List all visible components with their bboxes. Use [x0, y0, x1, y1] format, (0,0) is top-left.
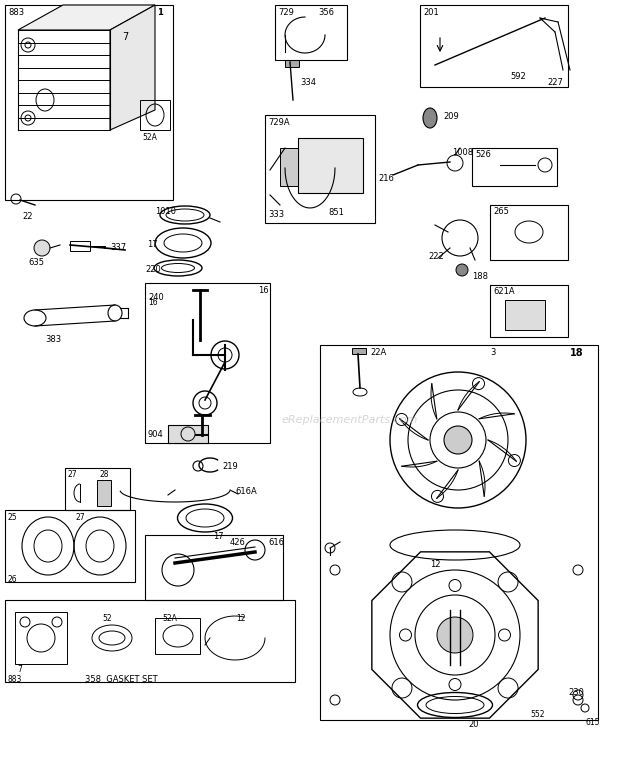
Text: 22: 22: [22, 212, 32, 221]
Text: 27: 27: [68, 470, 78, 479]
Text: 52: 52: [102, 614, 112, 623]
Bar: [145, 535, 283, 600]
Text: 1: 1: [157, 8, 163, 17]
Text: 526: 526: [475, 150, 491, 159]
Circle shape: [444, 426, 472, 454]
Bar: [490, 285, 568, 337]
Text: 729: 729: [278, 8, 294, 17]
Text: 616A: 616A: [235, 487, 257, 496]
Text: 52A: 52A: [142, 133, 157, 142]
Bar: [65, 468, 130, 510]
Bar: [275, 5, 347, 60]
Text: 26: 26: [7, 575, 17, 584]
Bar: [5, 600, 295, 682]
Bar: [420, 5, 568, 87]
Circle shape: [34, 240, 50, 256]
Text: 1008: 1008: [452, 148, 473, 157]
Text: 12: 12: [236, 614, 246, 623]
Bar: [280, 148, 298, 186]
Text: 333: 333: [268, 210, 284, 219]
Text: 17: 17: [213, 532, 224, 541]
Text: 188: 188: [472, 272, 488, 281]
Text: 17: 17: [147, 240, 157, 249]
Bar: [265, 115, 375, 223]
Text: 621A: 621A: [493, 287, 515, 296]
Text: 7: 7: [17, 665, 22, 674]
Text: 3: 3: [490, 348, 495, 357]
Bar: [140, 100, 170, 130]
Text: 209: 209: [443, 112, 459, 121]
Text: 16: 16: [258, 286, 268, 295]
Text: 592: 592: [510, 72, 526, 81]
Bar: [298, 138, 363, 193]
Text: 16: 16: [148, 298, 157, 307]
Text: 230: 230: [568, 688, 584, 697]
Text: 227: 227: [547, 78, 563, 87]
Text: 219: 219: [222, 462, 237, 471]
Text: 904: 904: [148, 430, 164, 439]
Ellipse shape: [423, 108, 437, 128]
Text: 883: 883: [8, 675, 22, 684]
Polygon shape: [18, 5, 155, 30]
Text: 25: 25: [7, 513, 17, 522]
Text: 383: 383: [45, 335, 61, 344]
Bar: [352, 348, 366, 354]
Bar: [168, 425, 208, 443]
Bar: [472, 148, 557, 186]
Text: 337: 337: [110, 243, 126, 252]
Text: 18: 18: [570, 348, 583, 358]
Circle shape: [456, 264, 468, 276]
Bar: [285, 60, 299, 67]
Bar: [490, 205, 568, 260]
Text: 356: 356: [318, 8, 334, 17]
Text: 851: 851: [328, 208, 344, 217]
Bar: [70, 241, 90, 251]
Bar: [97, 480, 111, 506]
Bar: [155, 618, 200, 654]
Bar: [320, 345, 598, 720]
Text: 7: 7: [122, 32, 128, 42]
Text: 20: 20: [468, 720, 479, 729]
Circle shape: [437, 617, 473, 653]
Text: 616: 616: [268, 538, 284, 547]
Bar: [505, 300, 545, 330]
Text: 240: 240: [148, 293, 164, 302]
Bar: [5, 510, 135, 582]
Text: 12: 12: [430, 560, 440, 569]
Text: 220: 220: [145, 265, 161, 274]
Text: 729A: 729A: [268, 118, 290, 127]
Bar: [145, 283, 270, 443]
Text: 615: 615: [585, 718, 600, 727]
Text: 635: 635: [28, 258, 44, 267]
Text: 426: 426: [230, 538, 246, 547]
Text: 552: 552: [530, 710, 544, 719]
Text: 22A: 22A: [370, 348, 386, 357]
Text: 216: 216: [378, 174, 394, 183]
Text: 201: 201: [423, 8, 439, 17]
Text: eReplacementParts.com: eReplacementParts.com: [282, 415, 418, 425]
Text: 334: 334: [300, 78, 316, 87]
Bar: [5, 5, 173, 200]
Text: 222: 222: [428, 252, 444, 261]
Bar: [15, 612, 67, 664]
Text: 883: 883: [8, 8, 24, 17]
Text: 265: 265: [493, 207, 509, 216]
Text: 27: 27: [75, 513, 84, 522]
Polygon shape: [110, 5, 155, 130]
Text: 28: 28: [100, 470, 110, 479]
Text: 1010: 1010: [155, 207, 176, 216]
Text: 358  GASKET SET: 358 GASKET SET: [85, 675, 157, 684]
Text: 52A: 52A: [162, 614, 177, 623]
